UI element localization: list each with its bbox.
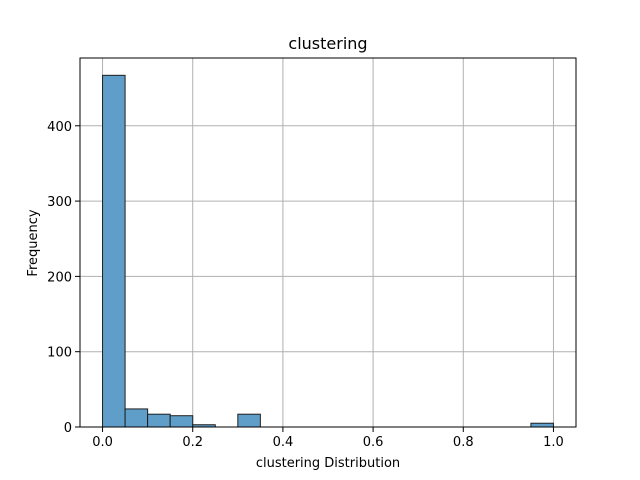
y-tick-label: 400 bbox=[47, 120, 72, 135]
histogram-bar bbox=[530, 422, 554, 428]
histogram-bar bbox=[237, 413, 261, 428]
histogram-bar bbox=[169, 415, 194, 428]
histogram-bar bbox=[147, 413, 171, 428]
chart-title: clustering bbox=[288, 34, 367, 53]
x-axis-ticks: 0.0 0.2 0.4 0.6 0.8 1.0 bbox=[92, 427, 564, 450]
y-tick-label: 100 bbox=[47, 346, 72, 361]
x-tick-label: 1.0 bbox=[543, 435, 564, 450]
x-tick-label: 0.2 bbox=[182, 435, 203, 450]
x-axis-label: clustering Distribution bbox=[256, 456, 400, 471]
y-tick-label: 0 bbox=[64, 421, 72, 436]
histogram-bars bbox=[102, 74, 554, 428]
y-axis-label: Frequency bbox=[26, 209, 41, 276]
x-tick-label: 0.8 bbox=[453, 435, 474, 450]
x-tick-label: 0.0 bbox=[92, 435, 113, 450]
grid-lines bbox=[80, 58, 576, 428]
x-tick-label: 0.4 bbox=[273, 435, 294, 450]
histogram-bar bbox=[102, 74, 126, 428]
y-tick-label: 200 bbox=[47, 270, 72, 285]
plot-area-frame bbox=[79, 57, 577, 428]
x-tick-label: 0.6 bbox=[363, 435, 384, 450]
y-axis-ticks: 0 100 200 300 400 bbox=[47, 120, 80, 436]
histogram-bar bbox=[124, 408, 149, 428]
y-tick-label: 300 bbox=[47, 195, 72, 210]
